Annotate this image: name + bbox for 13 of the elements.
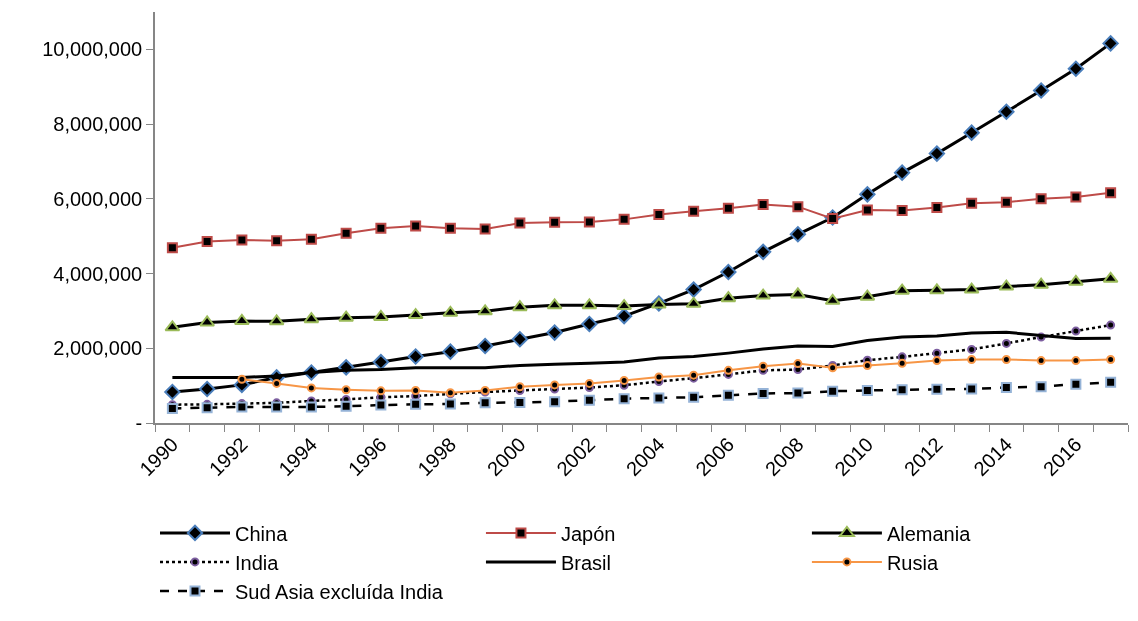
y-tick-label: -	[135, 412, 143, 434]
legend-label: Brasil	[560, 551, 611, 574]
legend-label: Japón	[560, 522, 616, 545]
legend-label: Sud Asia excluída India	[235, 580, 444, 603]
legend-label: India	[235, 551, 280, 574]
legend-label: China	[235, 522, 289, 545]
y-tick-label: 10,000,000	[42, 38, 143, 61]
y-tick-label: 6,000,000	[53, 187, 143, 210]
y-tick-label: 4,000,000	[53, 262, 143, 285]
y-tick-label: 8,000,000	[53, 113, 143, 136]
legend-label: Alemania	[886, 522, 972, 545]
y-tick-label: 2,000,000	[53, 337, 143, 360]
legend-label: Rusia	[886, 551, 939, 574]
